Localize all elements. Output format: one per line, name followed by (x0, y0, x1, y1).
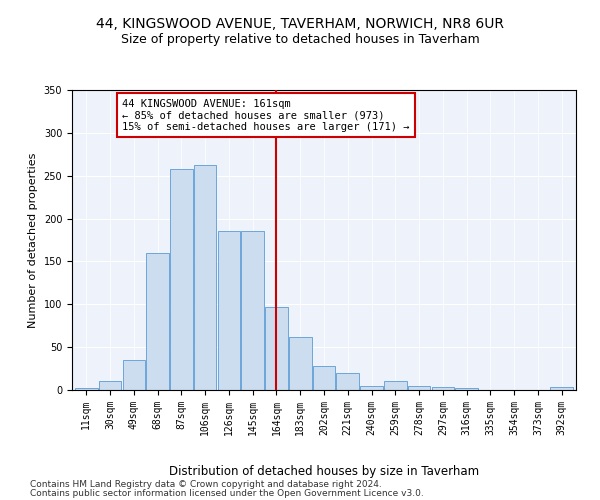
Text: 44 KINGSWOOD AVENUE: 161sqm
← 85% of detached houses are smaller (973)
15% of se: 44 KINGSWOOD AVENUE: 161sqm ← 85% of det… (122, 98, 409, 132)
Y-axis label: Number of detached properties: Number of detached properties (28, 152, 38, 328)
Text: Distribution of detached houses by size in Taverham: Distribution of detached houses by size … (169, 464, 479, 477)
Bar (360, 386, 383, 390)
Text: Contains HM Land Registry data © Crown copyright and database right 2024.: Contains HM Land Registry data © Crown c… (30, 480, 382, 489)
Bar (384, 382, 407, 390)
Bar (146, 253, 169, 390)
Bar (455, 388, 478, 390)
Bar (431, 388, 454, 390)
Bar (75, 388, 98, 390)
Bar (313, 366, 335, 390)
Bar (337, 373, 359, 390)
Text: 44, KINGSWOOD AVENUE, TAVERHAM, NORWICH, NR8 6UR: 44, KINGSWOOD AVENUE, TAVERHAM, NORWICH,… (96, 18, 504, 32)
Bar (170, 169, 193, 390)
Bar (99, 382, 121, 390)
Text: Size of property relative to detached houses in Taverham: Size of property relative to detached ho… (121, 32, 479, 46)
Bar (194, 164, 217, 390)
Bar (241, 232, 264, 390)
Bar (550, 388, 573, 390)
Bar (218, 232, 240, 390)
Bar (265, 307, 288, 390)
Bar (122, 360, 145, 390)
Bar (408, 386, 430, 390)
Text: Contains public sector information licensed under the Open Government Licence v3: Contains public sector information licen… (30, 488, 424, 498)
Bar (289, 337, 311, 390)
